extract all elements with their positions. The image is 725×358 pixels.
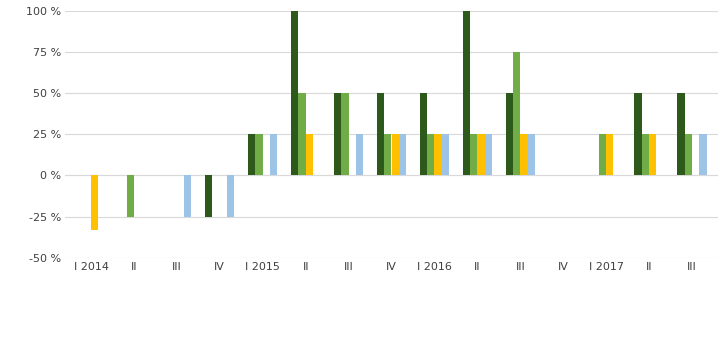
Bar <box>91 175 99 230</box>
Bar <box>399 134 406 175</box>
Bar <box>513 52 521 175</box>
Bar <box>677 93 684 175</box>
Bar <box>377 93 384 175</box>
Bar <box>606 134 613 175</box>
Bar <box>484 134 492 175</box>
Bar <box>470 134 477 175</box>
Bar <box>184 175 191 217</box>
Bar <box>270 134 277 175</box>
Bar <box>205 175 212 217</box>
Bar <box>248 134 255 175</box>
Bar <box>127 175 134 217</box>
Bar <box>427 134 434 175</box>
Bar <box>442 134 449 175</box>
Bar <box>505 93 513 175</box>
Bar <box>384 134 392 175</box>
Bar <box>255 134 262 175</box>
Bar <box>599 134 606 175</box>
Bar <box>434 134 442 175</box>
Bar <box>634 93 642 175</box>
Bar <box>463 11 470 175</box>
Bar <box>420 93 427 175</box>
Bar <box>299 93 306 175</box>
Bar <box>334 93 341 175</box>
Bar <box>521 134 528 175</box>
Bar <box>642 134 649 175</box>
Bar <box>341 93 349 175</box>
Bar <box>684 134 692 175</box>
Bar <box>227 175 234 217</box>
Bar <box>649 134 656 175</box>
Bar <box>291 11 299 175</box>
Bar <box>700 134 707 175</box>
Bar <box>356 134 363 175</box>
Bar <box>477 134 484 175</box>
Bar <box>392 134 399 175</box>
Bar <box>528 134 535 175</box>
Bar <box>306 134 313 175</box>
